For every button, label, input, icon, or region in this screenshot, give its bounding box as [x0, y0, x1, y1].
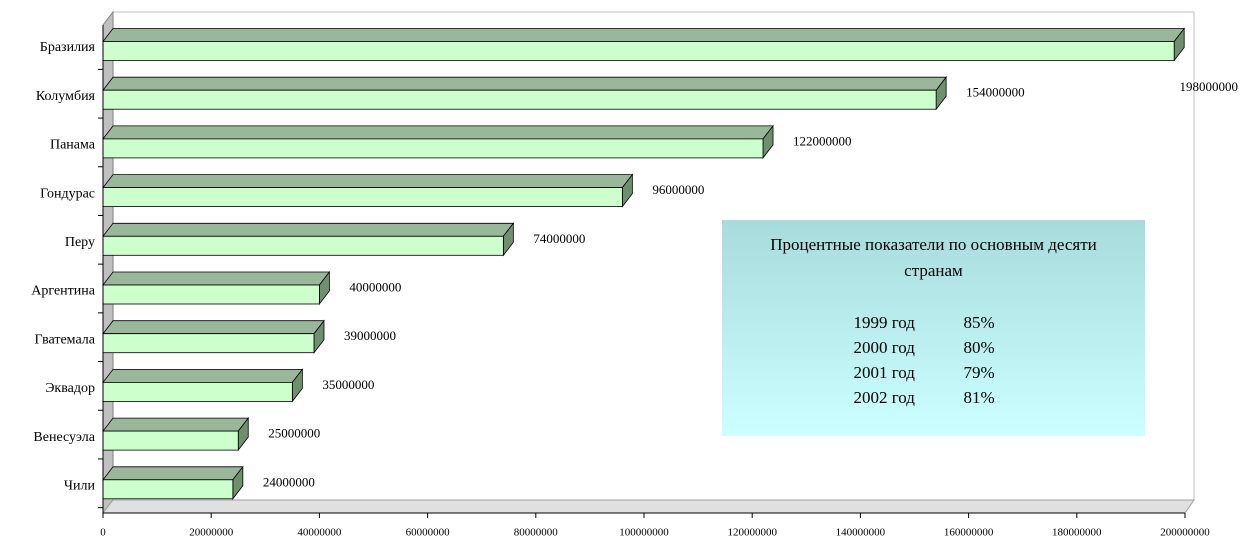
annotation-value: 79% [963, 363, 995, 382]
annotation-year: 2001 год [853, 363, 915, 382]
bar-front [102, 41, 1175, 61]
y-tick-label: Бразилия [40, 40, 96, 55]
y-tick-label: Колумбия [36, 89, 96, 104]
annotation-title: Процентные показатели по основным десяти… [770, 235, 1097, 280]
annotation-value: 85% [963, 313, 995, 332]
bar-front [102, 138, 764, 159]
data-label: 35000000 [322, 377, 374, 392]
bar-front [102, 381, 293, 402]
y-tick-label: Панама [50, 138, 96, 153]
annotation-year: 2000 год [853, 338, 915, 357]
x-tick-label: 0 [100, 527, 106, 539]
annotation-value: 80% [963, 338, 995, 357]
bar [102, 27, 1185, 62]
bar-top [102, 466, 244, 481]
y-tick-label: Чили [64, 479, 96, 494]
bar-top [102, 368, 304, 383]
bar [102, 319, 325, 354]
bar-top [102, 28, 1185, 42]
floor [101, 499, 1195, 514]
annotation-value: 81% [963, 388, 995, 407]
bar-top [102, 417, 250, 432]
bar-top [102, 174, 634, 189]
data-label: 96000000 [652, 182, 704, 197]
y-tick-label: Эквадор [45, 381, 95, 396]
data-label: 122000000 [793, 133, 852, 148]
y-tick-label: Перу [65, 235, 95, 250]
bar-front [102, 89, 937, 110]
bar [102, 368, 304, 403]
x-tick-label: 180000000 [1052, 527, 1102, 539]
bar-top [102, 222, 515, 237]
x-tick-label: 80000000 [514, 527, 559, 539]
x-tick-label: 60000000 [406, 527, 451, 539]
bar [102, 76, 947, 111]
x-tick-label: 120000000 [727, 527, 777, 539]
data-label: 154000000 [966, 85, 1025, 100]
bar-top [102, 320, 325, 335]
bar [102, 124, 774, 160]
annotation-row: 2000 год 80% [722, 335, 1145, 360]
annotation-row: 1999 год 85% [722, 310, 1145, 335]
bar [102, 270, 331, 306]
data-label: 25000000 [268, 426, 320, 441]
annotation-year: 2002 год [853, 388, 915, 407]
bar-front [102, 187, 623, 208]
bar-front [102, 479, 234, 500]
bar [102, 465, 244, 500]
plot: 0 20000000 40000000 60000000 80000000 1000000… [31, 27, 1239, 539]
data-label: 39000000 [344, 328, 396, 343]
y-tick-label: Гватемала [35, 332, 96, 347]
bar-top [102, 76, 947, 91]
x-tick-label: 160000000 [944, 527, 994, 539]
bar-front [102, 235, 504, 256]
bar-front [102, 284, 320, 305]
annotation-box: Процентные показатели по основным десяти… [722, 220, 1145, 436]
y-tick-label: Аргентина [31, 284, 95, 299]
bar-front [102, 333, 315, 354]
bar [102, 222, 515, 257]
bar [102, 416, 250, 452]
annotation-row: 2001 год 79% [722, 360, 1145, 385]
y-tick-label: Венесуэла [33, 430, 95, 445]
data-label: 40000000 [349, 279, 401, 294]
x-tick-label: 100000000 [619, 527, 669, 539]
data-label: 198000000 [1180, 79, 1239, 94]
data-label: 74000000 [533, 231, 585, 246]
x-tick-label: 140000000 [836, 527, 886, 539]
bar-top [102, 125, 774, 140]
bar-front [102, 430, 239, 451]
x-tick-label: 40000000 [297, 527, 342, 539]
annotation-row: 2002 год 81% [722, 385, 1145, 410]
y-tick-label: Гондурас [40, 186, 95, 201]
x-tick-label: 200000000 [1160, 527, 1210, 539]
x-tick-label: 20000000 [189, 527, 234, 539]
bar-top [102, 271, 331, 286]
annotation-year: 1999 год [853, 313, 915, 332]
bar [102, 173, 634, 208]
data-label: 24000000 [263, 474, 315, 489]
annotation-rows: 1999 год 85% 2000 год 80% 2001 год 79% 2002 го… [722, 310, 1145, 410]
